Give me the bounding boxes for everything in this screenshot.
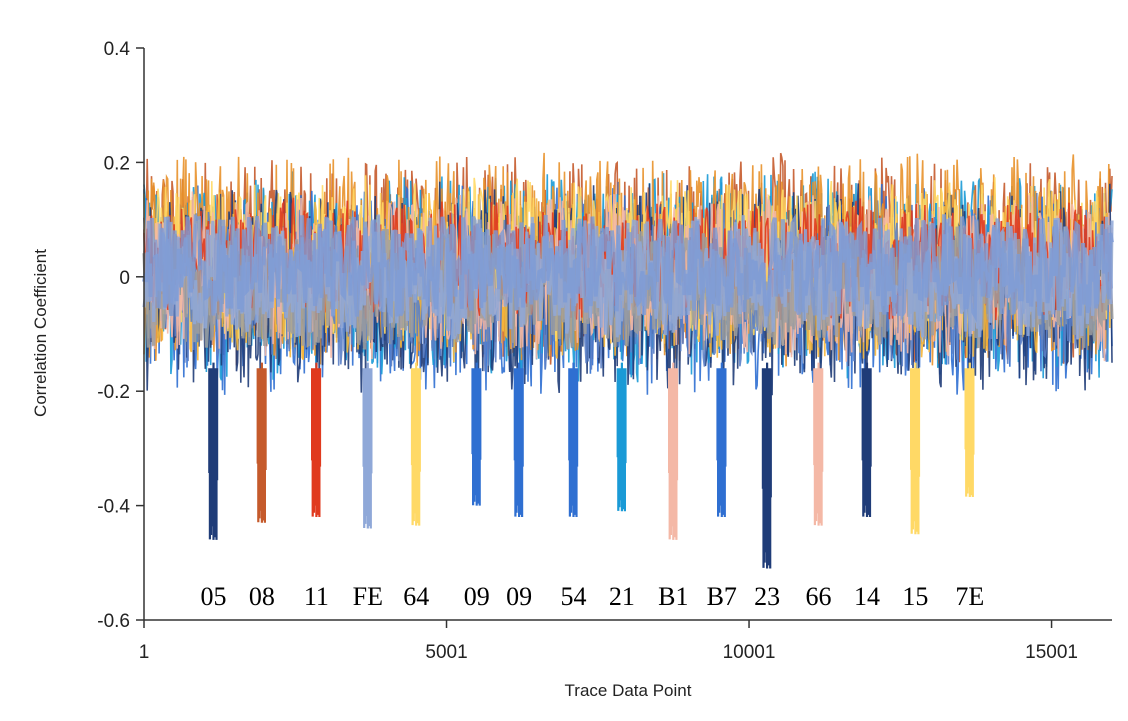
peak-spike-64 (410, 362, 421, 526)
trace-bands (142, 152, 1114, 396)
peak-spike-b7 (716, 362, 727, 517)
y-tick-label: -0.6 (97, 611, 130, 632)
key-byte-label: 66 (806, 582, 832, 611)
peak-spike-7e (964, 362, 975, 497)
y-axis-title: Correlation Coefficient (31, 249, 50, 417)
key-byte-label: 54 (561, 582, 587, 611)
key-byte-label: 21 (609, 582, 635, 611)
key-byte-label: 64 (403, 582, 429, 611)
key-byte-label: B7 (707, 582, 737, 611)
peak-spikes (208, 362, 975, 569)
y-tick-label: -0.4 (97, 497, 130, 518)
peak-spike-54 (568, 362, 579, 517)
peak-spike-b1 (668, 362, 679, 540)
key-byte-label: 08 (249, 582, 275, 611)
y-tick-label: 0.2 (104, 153, 130, 174)
x-tick-label: 10001 (723, 642, 776, 663)
x-tick-label: 5001 (425, 642, 467, 663)
key-byte-label: 11 (304, 582, 329, 611)
y-tick-label: -0.2 (97, 382, 130, 403)
trace-series (143, 181, 1113, 396)
peak-spike-14 (861, 362, 872, 517)
key-byte-label: 09 (506, 582, 532, 611)
y-tick-label: 0.4 (104, 39, 131, 60)
peak-spike-66 (813, 362, 824, 526)
peak-spike-08 (256, 362, 267, 523)
peak-spike-15 (910, 362, 921, 535)
key-byte-label: B1 (658, 582, 688, 611)
x-tick-label: 1 (139, 642, 150, 663)
key-byte-labels: 05 08 11 FE 64 09 09 54 21 B1 B7 23 66 14 15 7E (201, 582, 985, 611)
y-tick-label: 0 (119, 268, 130, 289)
key-byte-label: 15 (902, 582, 928, 611)
x-axis-title: Trace Data Point (565, 681, 692, 700)
peak-spike-23 (761, 362, 772, 569)
peak-spike-05 (208, 362, 219, 540)
key-byte-label: 23 (754, 582, 780, 611)
peak-spike-fe (362, 362, 373, 529)
peak-spike-09 (513, 362, 524, 517)
x-ticks: 1 5001 10001 15001 (139, 620, 1078, 663)
axes (143, 48, 1112, 621)
peak-spike-11 (311, 362, 322, 517)
x-tick-label: 15001 (1025, 642, 1078, 663)
peak-spike-09 (471, 362, 482, 506)
key-byte-label: 05 (201, 582, 227, 611)
y-ticks: -0.6 -0.4 -0.2 0 0.2 0.4 (97, 39, 144, 632)
key-byte-label: 09 (464, 582, 490, 611)
peak-spike-21 (616, 362, 627, 512)
key-byte-label: 14 (854, 582, 880, 611)
key-byte-label: FE (353, 582, 383, 611)
key-byte-label: 7E (955, 582, 984, 611)
trace-series-core (142, 213, 1114, 323)
